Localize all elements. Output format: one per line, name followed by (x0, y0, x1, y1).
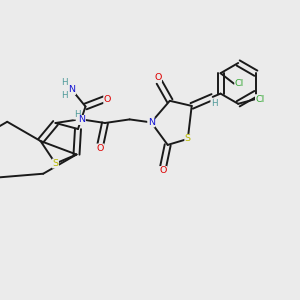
Text: H: H (74, 110, 80, 119)
Text: N: N (148, 118, 155, 127)
Text: O: O (160, 167, 167, 176)
Text: S: S (52, 159, 59, 168)
Text: Cl: Cl (235, 79, 244, 88)
Text: H: H (61, 78, 68, 87)
Text: H: H (211, 99, 217, 108)
Text: O: O (104, 94, 111, 103)
Text: N: N (68, 85, 76, 94)
Text: N: N (78, 116, 85, 124)
Text: O: O (154, 73, 161, 82)
Text: Cl: Cl (256, 95, 265, 104)
Text: S: S (185, 134, 191, 143)
Text: H: H (61, 92, 68, 100)
Text: O: O (97, 144, 104, 153)
